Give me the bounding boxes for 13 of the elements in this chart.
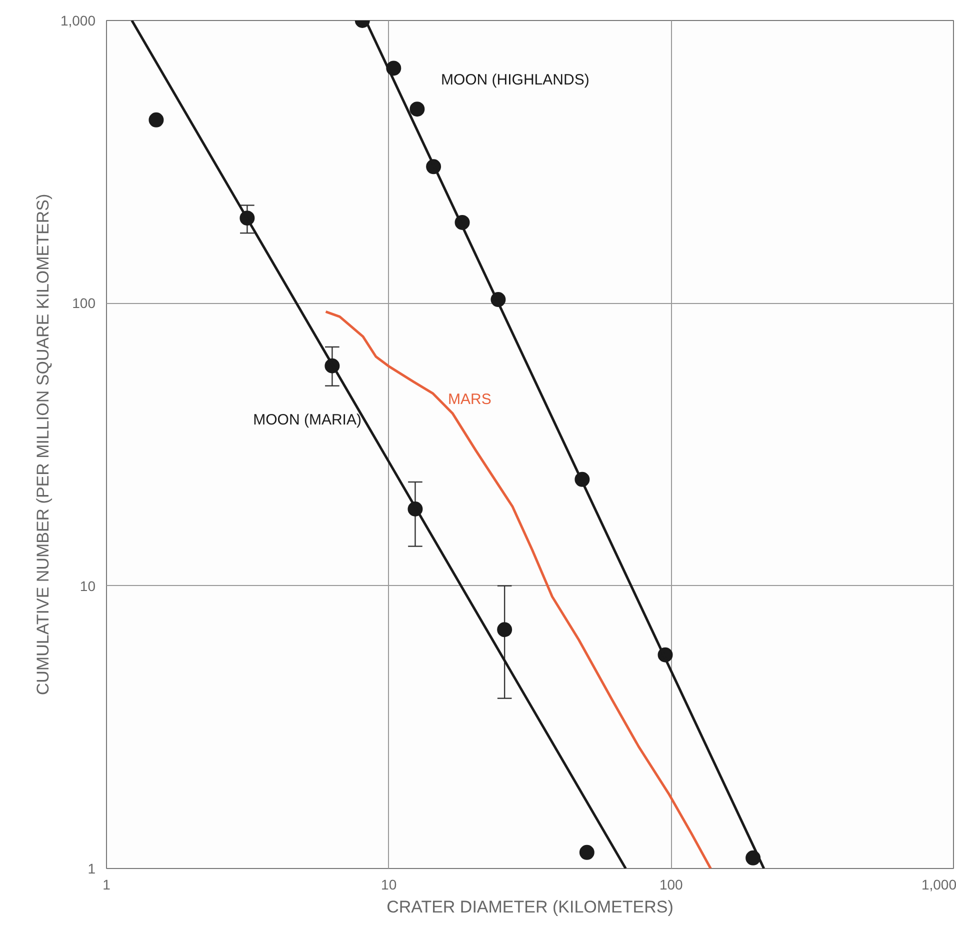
- series-label: MOON (MARIA): [253, 412, 362, 429]
- y-tick-label: 100: [72, 295, 96, 312]
- x-tick-label: 100: [659, 876, 684, 892]
- series-label: MARS: [448, 391, 492, 408]
- y-tick-label: 1,000: [60, 12, 96, 28]
- x-tick-label: 1: [102, 876, 111, 892]
- text: MOON (HIGHLANDS): [440, 71, 590, 88]
- x-tick-label: 1,000: [921, 876, 956, 892]
- x-tick-label: 10: [381, 876, 397, 892]
- y-tick-label: 1: [88, 860, 96, 876]
- x-axis-title: CRATER DIAMETER (KILOMETERS): [386, 898, 674, 916]
- y-tick-label: 10: [80, 578, 96, 594]
- y-axis-title: CUMULATIVE NUMBER (PER MILLION SQUARE KILOMETERS): [33, 194, 52, 696]
